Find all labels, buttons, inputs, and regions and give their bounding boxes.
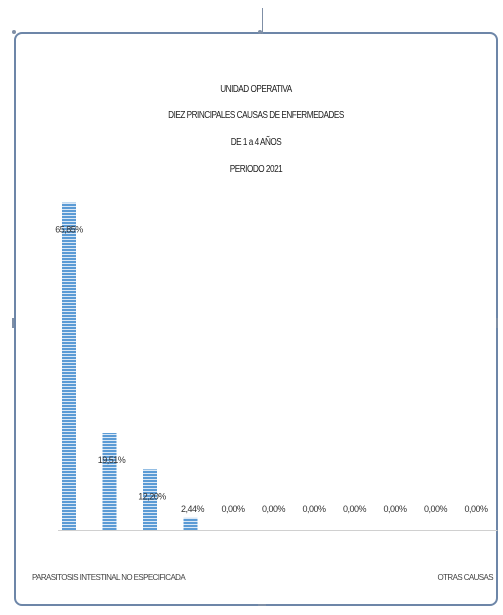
data-label: 0,00% — [302, 504, 326, 514]
data-label: 12,20% — [138, 491, 166, 501]
data-label: 0,00% — [383, 504, 407, 514]
chart-title-line-4: PERIODO 2021 — [229, 164, 283, 175]
data-label: 2,44% — [181, 504, 205, 514]
chart-title-line-1: UNIDAD OPERATIVA — [220, 84, 292, 95]
data-label: 65,85% — [55, 225, 83, 235]
data-label: 0,00% — [424, 504, 448, 514]
category-label: PARASITOSIS INTESTINAL NO ESPECIFICADA — [32, 573, 186, 582]
bar[interactable] — [143, 469, 157, 530]
data-label: 0,00% — [221, 504, 245, 514]
category-label: OTRAS CAUSAS — [438, 573, 494, 582]
resize-handle-left[interactable] — [12, 318, 14, 328]
data-label: 0,00% — [464, 504, 488, 514]
resize-handle-top[interactable] — [262, 8, 263, 34]
resize-handle-top-mid[interactable] — [258, 30, 262, 34]
bar[interactable] — [62, 202, 76, 531]
chart-title-line-3: DE 1 a 4 AÑOS — [230, 137, 282, 148]
bar[interactable] — [183, 517, 198, 530]
chart-title-line-2: DIEZ PRINCIPALES CAUSAS DE ENFERMEDADES — [168, 110, 344, 121]
resize-handle-bottom[interactable] — [258, 604, 266, 606]
data-label: 0,00% — [343, 504, 367, 514]
data-label: 19,51% — [98, 455, 126, 465]
chart-frame[interactable] — [14, 32, 498, 606]
bar[interactable] — [102, 433, 117, 530]
resize-handle-corner[interactable] — [12, 30, 16, 34]
resize-handle-right[interactable] — [496, 318, 498, 328]
data-label: 0,00% — [262, 504, 286, 514]
